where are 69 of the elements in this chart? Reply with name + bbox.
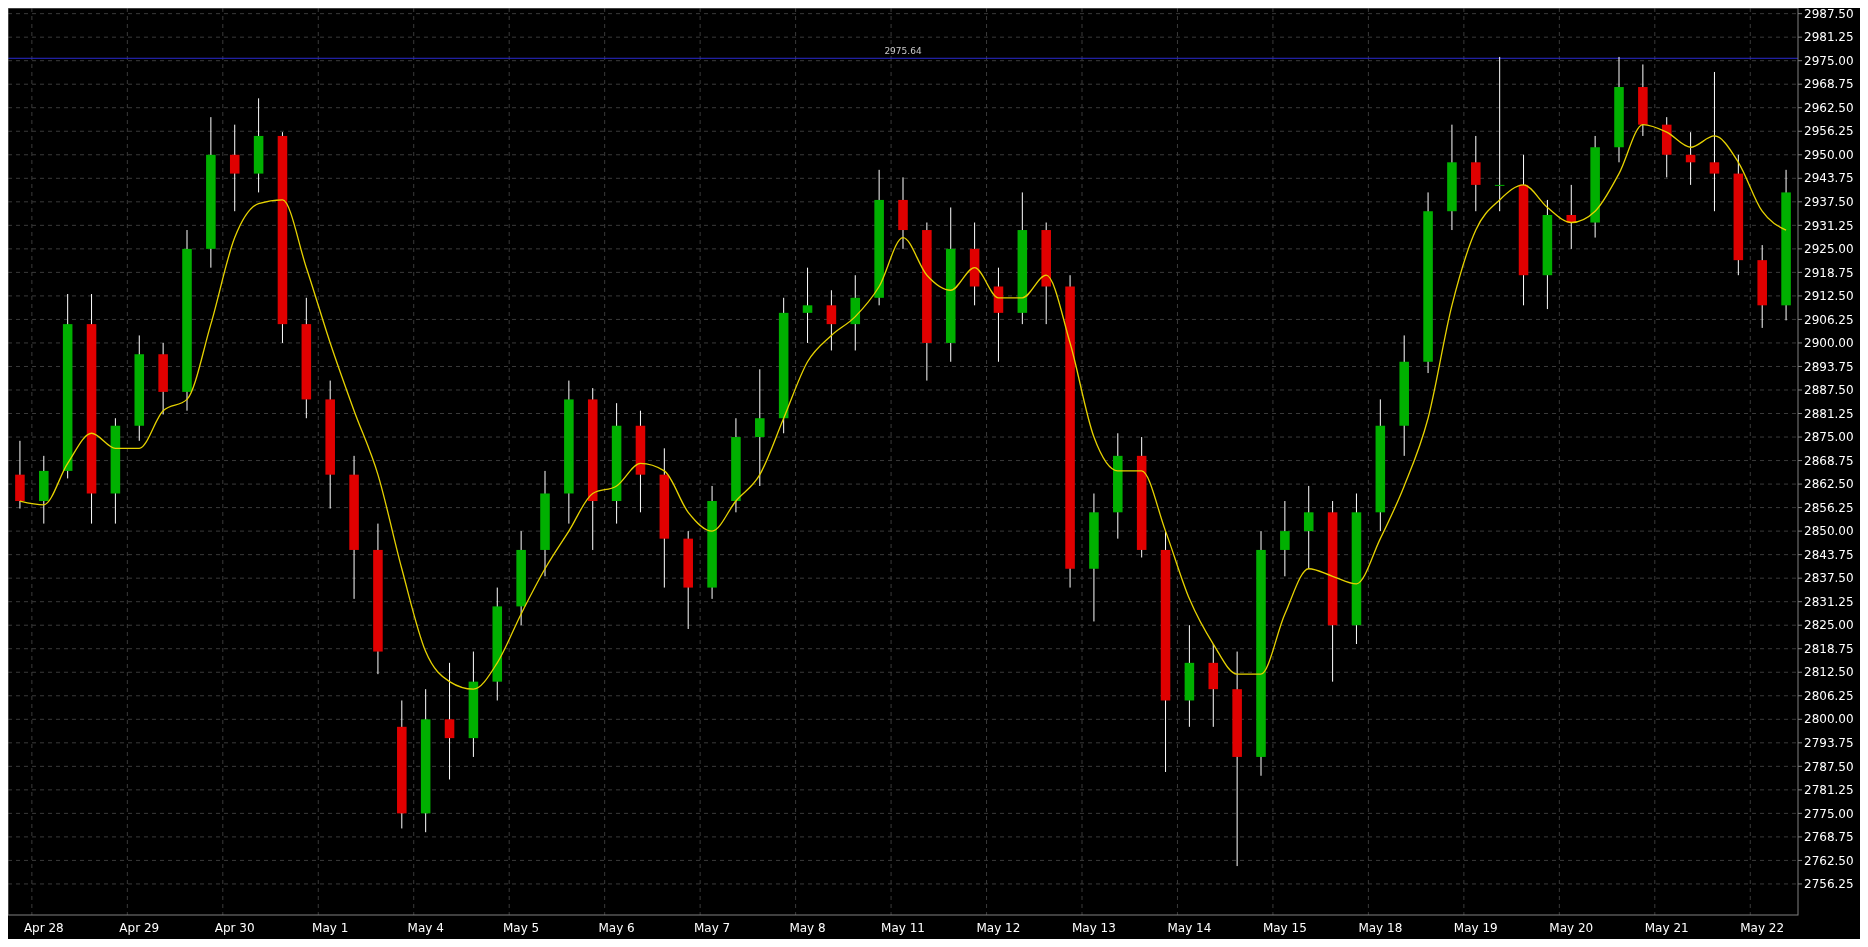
y-tick-label: 2768.75 xyxy=(1804,830,1854,845)
candlestick xyxy=(1471,135,1481,212)
x-tick-label: May 20 xyxy=(1549,921,1594,935)
x-tick-label: May 11 xyxy=(881,921,925,935)
y-tick-label: 2831.25 xyxy=(1804,594,1854,609)
y-tick-label: 2943.75 xyxy=(1804,171,1854,186)
y-tick-label: 2962.50 xyxy=(1804,100,1854,115)
candlestick xyxy=(1303,485,1314,570)
y-tick-label: 2987.50 xyxy=(1804,6,1854,21)
x-tick-label: May 7 xyxy=(693,921,731,935)
candlestick xyxy=(1494,56,1505,212)
candlestick xyxy=(444,662,455,781)
y-tick-label: 2981.25 xyxy=(1804,30,1854,45)
x-tick-label: May 5 xyxy=(503,921,540,935)
y-tick-label: 2762.50 xyxy=(1804,853,1854,868)
y-tick-label: 2950.00 xyxy=(1804,147,1854,162)
y-tick-label: 2975.00 xyxy=(1804,53,1854,68)
y-tick-label: 2812.50 xyxy=(1804,665,1854,680)
x-tick-label: Apr 30 xyxy=(214,921,255,935)
x-tick-label: May 19 xyxy=(1453,921,1498,935)
candlestick xyxy=(229,124,240,212)
y-tick-label: 2881.25 xyxy=(1804,406,1854,421)
x-tick-label: May 15 xyxy=(1262,921,1307,935)
candlestick xyxy=(802,267,813,344)
x-tick-label: May 13 xyxy=(1071,921,1116,935)
y-tick-label: 2756.25 xyxy=(1804,877,1854,892)
y-tick-label: 2887.50 xyxy=(1804,383,1854,398)
y-tick-label: 2868.75 xyxy=(1804,453,1854,468)
x-tick-label: May 8 xyxy=(789,921,826,935)
y-tick-label: 2968.75 xyxy=(1804,77,1854,92)
y-tick-label: 2875.00 xyxy=(1804,430,1854,445)
y-tick-label: 2906.25 xyxy=(1804,312,1854,327)
y-tick-label: 2931.25 xyxy=(1804,218,1854,233)
candlestick xyxy=(1566,184,1577,250)
x-tick-label: Apr 29 xyxy=(119,921,160,935)
x-tick-label: May 6 xyxy=(598,921,635,935)
y-tick-label: 2825.00 xyxy=(1804,618,1854,633)
y-tick-label: 2793.75 xyxy=(1804,736,1854,751)
y-tick-label: 2850.00 xyxy=(1804,524,1854,539)
y-tick-label: 2800.00 xyxy=(1804,712,1854,727)
candlestick xyxy=(826,289,837,351)
x-tick-label: May 21 xyxy=(1644,921,1689,935)
y-tick-label: 2956.25 xyxy=(1804,124,1854,139)
candlestick xyxy=(1709,71,1720,212)
y-tick-label: 2900.00 xyxy=(1804,336,1854,351)
x-tick-label: May 12 xyxy=(976,921,1021,935)
y-tick-label: 2837.50 xyxy=(1804,571,1854,586)
y-tick-label: 2925.00 xyxy=(1804,242,1854,257)
y-tick-label: 2787.50 xyxy=(1804,759,1854,774)
candlestick xyxy=(1280,500,1290,577)
x-tick-label: Apr 28 xyxy=(23,921,64,935)
y-tick-label: 2937.50 xyxy=(1804,195,1854,210)
x-tick-label: May 1 xyxy=(312,921,349,935)
y-tick-label: 2775.00 xyxy=(1804,806,1854,821)
y-tick-label: 2918.75 xyxy=(1804,265,1854,280)
y-tick-label: 2781.25 xyxy=(1804,783,1854,798)
y-tick-label: 2893.75 xyxy=(1804,359,1854,374)
x-tick-label: May 22 xyxy=(1740,921,1785,935)
candlestick xyxy=(755,368,765,487)
y-tick-label: 2862.50 xyxy=(1804,477,1854,492)
y-tick-label: 2843.75 xyxy=(1804,547,1854,562)
x-tick-label: May 14 xyxy=(1167,921,1212,935)
x-tick-label: May 4 xyxy=(407,921,444,935)
y-tick-label: 2856.25 xyxy=(1804,500,1854,515)
x-tick-label: May 18 xyxy=(1358,921,1403,935)
y-tick-label: 2912.50 xyxy=(1804,289,1854,304)
y-tick-label: 2818.75 xyxy=(1804,641,1854,656)
ref-line-label: 2975.64 xyxy=(884,46,922,57)
y-tick-label: 2806.25 xyxy=(1804,688,1854,703)
